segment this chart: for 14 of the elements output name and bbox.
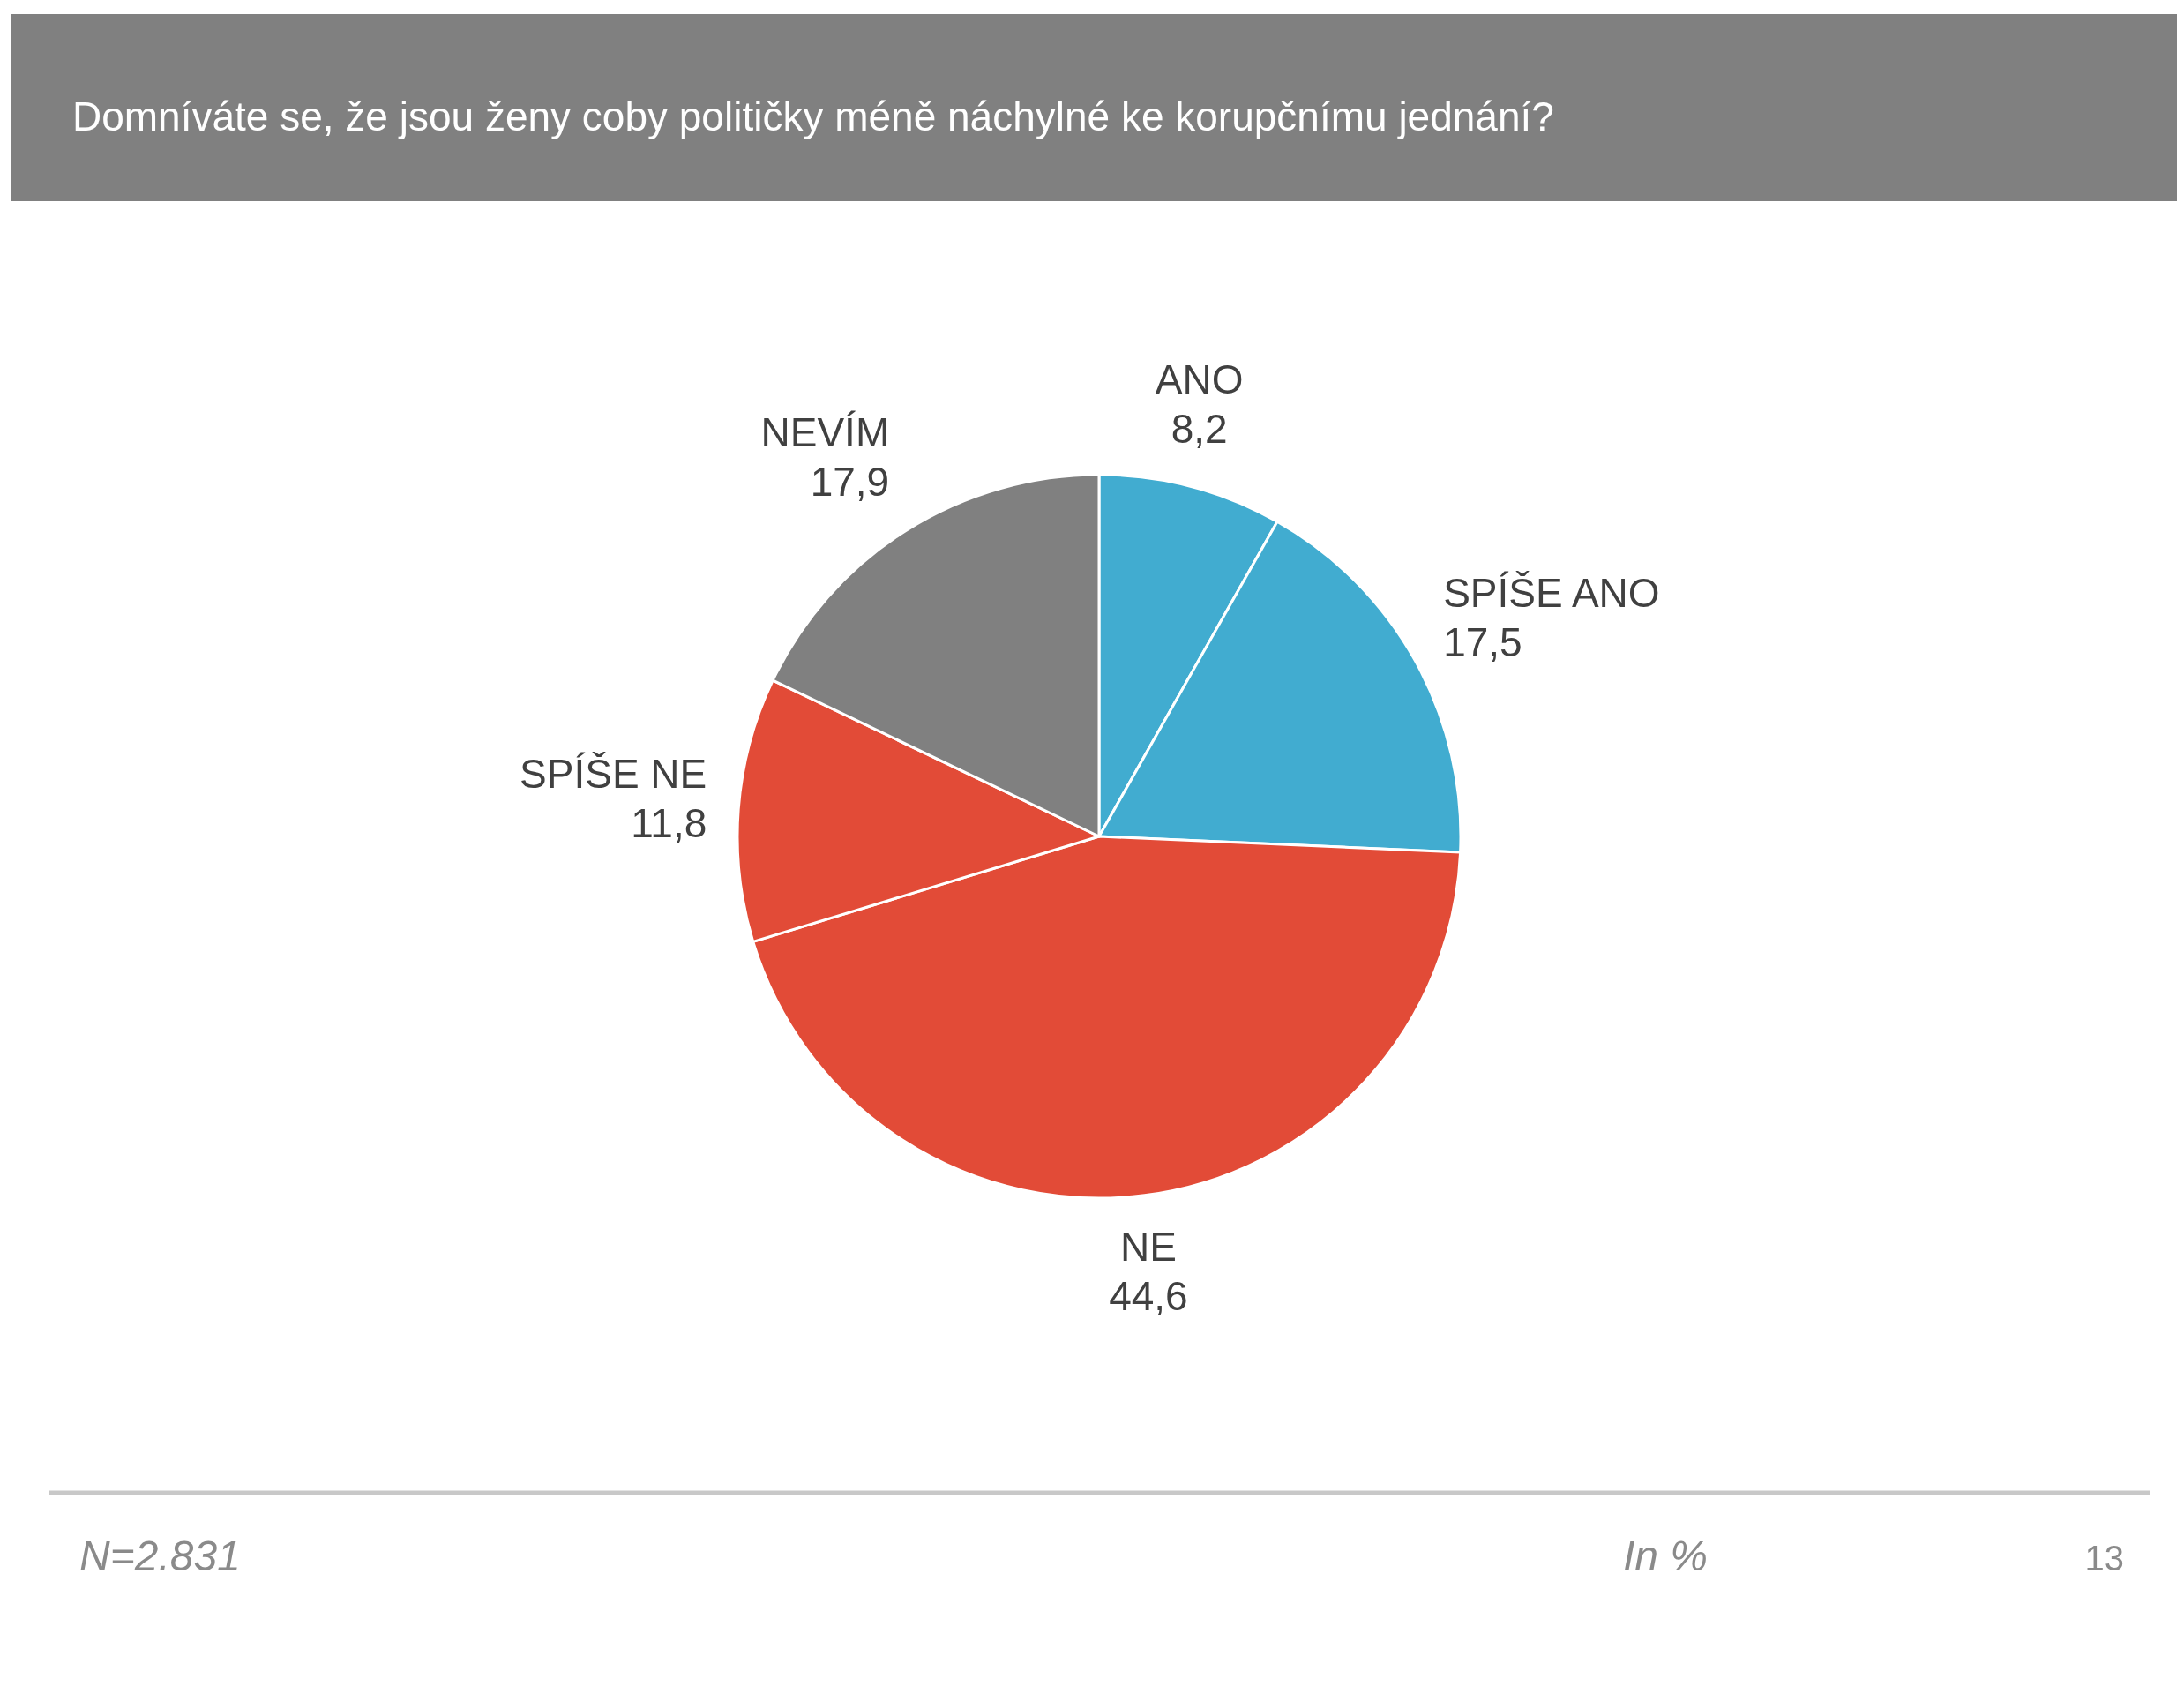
data-label: 44,6 <box>1109 1273 1188 1320</box>
slice-label: NEVÍM <box>760 409 890 456</box>
text: 13 <box>2084 1539 2124 1578</box>
data-label: 17,9 <box>810 459 890 506</box>
slice-label: SPÍŠE ANO <box>1443 569 1660 616</box>
slice-label: SPÍŠE NE <box>520 751 707 798</box>
slice-label: NE <box>1119 1224 1177 1270</box>
slice-label: ANO <box>1155 356 1244 402</box>
data-label: 17,5 <box>1443 618 1522 665</box>
chart-title: Domníváte se, že jsou ženy coby političky méně náchylné ke korupčnímu jednání? <box>72 94 1554 139</box>
data-label: 8,2 <box>1171 405 1228 452</box>
text: In % <box>1623 1533 1709 1579</box>
data-label: 11,8 <box>631 800 707 847</box>
text: N=2.831 <box>79 1533 241 1579</box>
